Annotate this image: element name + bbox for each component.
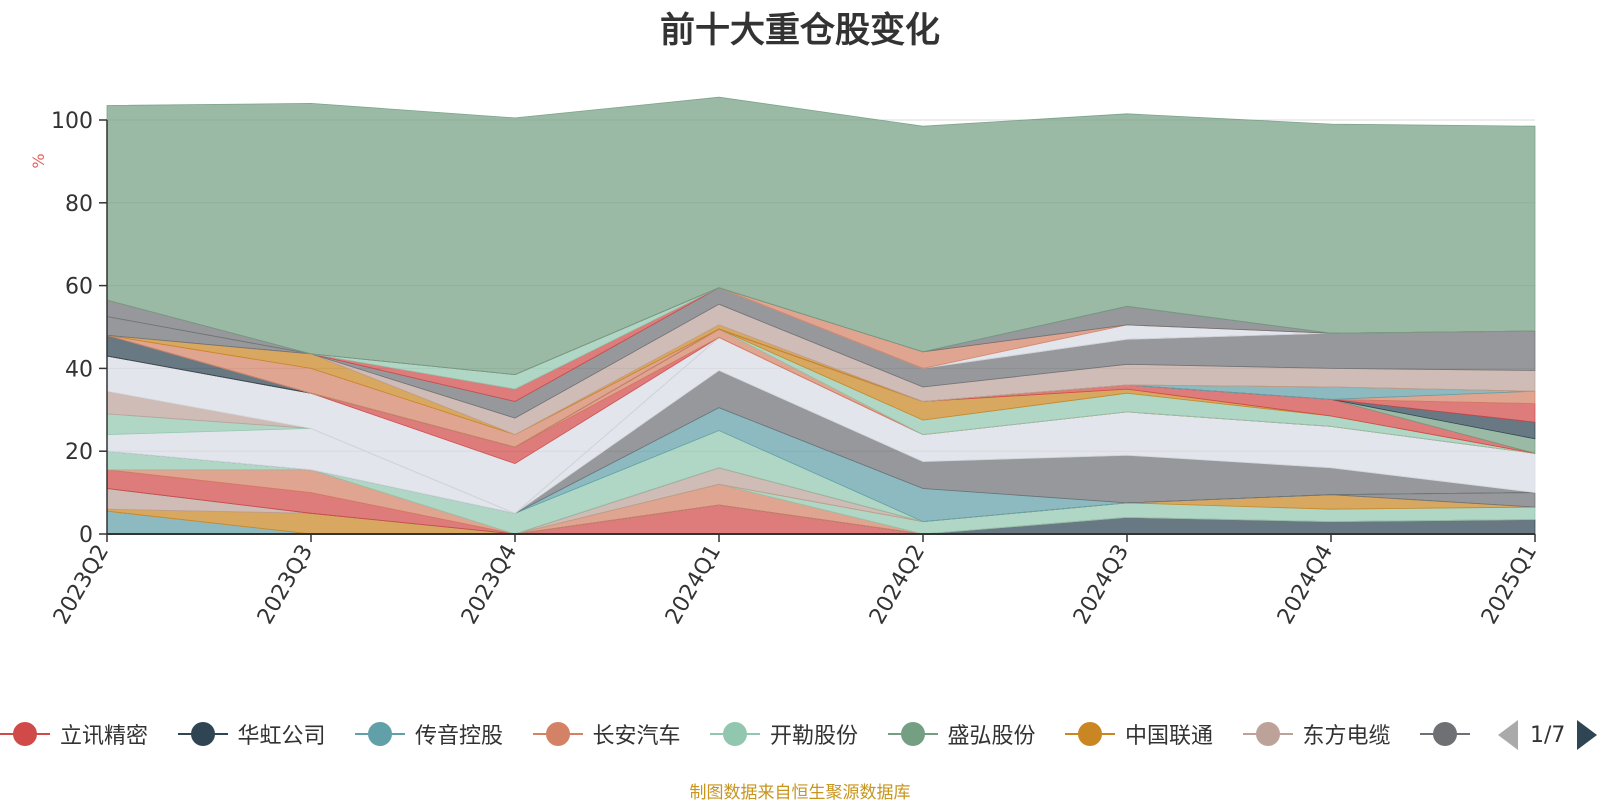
legend-item[interactable]: 传音控股	[355, 712, 503, 756]
y-tick-label: 100	[51, 109, 93, 134]
legend-prev-page-arrow-icon[interactable]	[1498, 720, 1518, 750]
legend-marker-icon	[1065, 722, 1115, 746]
legend-label: 华虹公司	[237, 724, 326, 749]
legend-label: 长安汽车	[592, 724, 681, 749]
legend-page-indicator: 1/7	[1530, 722, 1566, 748]
legend-dot-icon	[545, 722, 570, 746]
legend-item[interactable]: 长安汽车	[532, 712, 681, 756]
y-tick-label: 40	[65, 357, 93, 382]
legend-marker-icon	[532, 722, 583, 746]
legend-item[interactable]: 沪	[1420, 712, 1480, 756]
chart-title: 前十大重仓股变化	[659, 11, 940, 51]
legend-marker-icon	[1242, 722, 1293, 746]
legend-dot-icon	[900, 722, 925, 746]
legend-marker-icon	[1420, 722, 1470, 746]
legend-pager: 1/7	[1498, 718, 1598, 752]
legend-label: 盛弘股份	[947, 724, 1036, 749]
legend-marker-icon	[0, 722, 50, 746]
legend-marker-icon	[355, 722, 405, 746]
y-axis-unit-label: %	[29, 153, 48, 168]
legend-dot-icon	[723, 722, 747, 746]
legend-dot-icon	[13, 722, 37, 746]
x-tick-label: 2023Q2	[49, 541, 114, 629]
x-tick-label: 2024Q1	[661, 541, 726, 629]
legend-dot-icon	[1078, 722, 1102, 746]
legend-marker-icon	[177, 722, 228, 746]
y-tick-label: 60	[65, 275, 93, 300]
legend-label: 传音控股	[415, 724, 504, 749]
y-tick-label: 0	[79, 523, 93, 548]
y-tick-label: 20	[65, 440, 93, 465]
legend-label: 中国联通	[1125, 724, 1214, 749]
legend-marker-icon	[887, 722, 938, 746]
legend-dot-icon	[368, 722, 392, 746]
legend-label: 开勒股份	[770, 724, 859, 749]
legend-label: 立讯精密	[60, 724, 149, 749]
source-note: 制图数据来自恒生聚源数据库	[689, 783, 911, 803]
x-tick-label: 2024Q4	[1273, 541, 1338, 629]
legend-dot-icon	[1255, 722, 1280, 746]
legend-item[interactable]: 盛弘股份	[887, 712, 1036, 756]
legend-item[interactable]: 中国联通	[1065, 712, 1213, 756]
x-tick-label: 2025Q1	[1477, 541, 1542, 629]
legend: 立讯精密 华虹公司 传音控股 长安汽车 开勒股份 盛弘股份 中国联通 东方电缆 沪	[0, 712, 1600, 756]
x-tick-label: 2024Q3	[1069, 541, 1134, 629]
area-series-group	[106, 96, 1536, 535]
legend-items: 立讯精密 华虹公司 传音控股 长安汽车 开勒股份 盛弘股份 中国联通 东方电缆 沪	[0, 712, 1480, 756]
legend-item[interactable]: 华虹公司	[177, 712, 326, 756]
stacked-area-chart: 0 20 40 60 80 100 2023Q2 2023Q3 2023Q4 2024Q1 2024…	[29, 96, 1542, 629]
legend-next-page-arrow-icon[interactable]	[1577, 720, 1598, 750]
legend-item[interactable]: 立讯精密	[0, 712, 148, 756]
x-tick-label: 2023Q3	[253, 541, 318, 629]
legend-marker-icon	[710, 722, 760, 746]
legend-item[interactable]: 开勒股份	[710, 712, 858, 756]
x-tick-label: 2024Q2	[865, 541, 930, 629]
legend-item[interactable]: 东方电缆	[1242, 712, 1391, 756]
y-tick-label: 80	[65, 192, 93, 217]
legend-label: 东方电缆	[1302, 724, 1391, 749]
legend-dot-icon	[1433, 722, 1457, 746]
legend-dot-icon	[190, 722, 215, 746]
area-series-series-54[interactable]	[106, 96, 1536, 376]
x-tick-label: 2023Q4	[457, 541, 522, 629]
